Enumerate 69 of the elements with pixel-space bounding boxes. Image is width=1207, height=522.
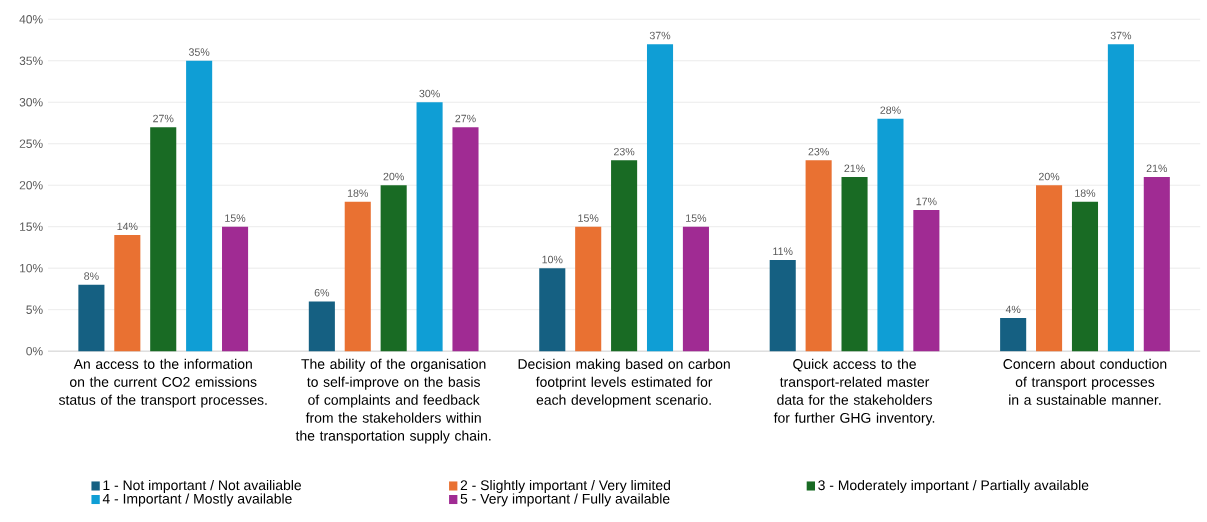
bar — [539, 268, 566, 352]
y-tick-label: 5% — [26, 305, 43, 314]
bar — [78, 284, 105, 352]
bar — [682, 226, 709, 352]
data-label: 6% — [314, 288, 330, 297]
data-label: 20% — [1038, 172, 1060, 181]
bar — [416, 102, 443, 352]
bar — [150, 127, 177, 352]
data-label: 15% — [225, 214, 246, 222]
bar — [1143, 176, 1170, 352]
x-tick-label: Quick access to the transport-related master data for the stakeholders for further GHG inventory. — [773, 358, 935, 426]
bar — [308, 301, 335, 352]
data-label: 20% — [383, 172, 404, 181]
data-label: 21% — [844, 164, 865, 172]
x-tick-label: The ability of the organisation to self-improve on the basis of complaints and feedback from the stakeholders within the transportation supply chain. — [295, 358, 491, 444]
data-label: 30% — [419, 89, 440, 98]
legend-label: 2 - Slightly important / Very limited — [460, 479, 670, 493]
bar — [646, 44, 674, 352]
data-label: 11% — [773, 247, 793, 255]
data-label: 21% — [1146, 164, 1168, 172]
y-tick-label: 25% — [19, 139, 43, 148]
data-label: 23% — [614, 147, 635, 156]
x-tick-label: Decision making based on carbon footprint levels estimated for each development scenario. — [518, 358, 730, 408]
y-tick-label: 10% — [20, 263, 43, 273]
bar — [1107, 44, 1134, 352]
data-label: 15% — [578, 214, 599, 222]
bar — [913, 210, 940, 352]
bar — [877, 118, 904, 352]
y-tick-label: 0% — [26, 346, 43, 356]
bar — [1036, 185, 1063, 352]
bar — [114, 234, 141, 352]
bar — [805, 160, 832, 352]
legend-label: 1 - Not important / Not availiable — [103, 479, 302, 493]
y-tick-label: 40% — [19, 15, 43, 24]
bar — [841, 176, 868, 352]
bar — [769, 259, 796, 352]
data-label: 15% — [686, 214, 707, 222]
bar — [575, 226, 602, 352]
y-tick-label: 30% — [19, 97, 43, 107]
bar — [222, 226, 249, 352]
legend-label: 3 - Moderately important / Partially available — [818, 479, 1089, 493]
bar — [1071, 201, 1099, 352]
bar — [611, 160, 638, 352]
legend-label: 5 - Very important / Fully available — [460, 493, 670, 507]
data-label: 35% — [188, 48, 210, 56]
data-label: 10% — [542, 255, 563, 264]
bar — [452, 127, 479, 352]
data-label: 23% — [808, 147, 829, 156]
data-label: 37% — [1110, 31, 1132, 40]
bar — [186, 60, 213, 352]
data-label: 18% — [1075, 189, 1096, 197]
data-label: 27% — [455, 114, 476, 123]
y-tick-label: 15% — [20, 222, 43, 231]
data-label: 28% — [880, 106, 901, 114]
data-label: 14% — [117, 222, 138, 231]
bar — [1000, 317, 1027, 352]
bar — [380, 185, 407, 352]
y-tick-label: 35% — [19, 56, 43, 65]
data-label: 4% — [1005, 305, 1021, 314]
bar — [344, 201, 371, 352]
data-label: 17% — [916, 197, 937, 206]
data-label: 37% — [649, 31, 671, 40]
data-label: 8% — [84, 272, 99, 280]
legend-label: 4 - Important / Mostly available — [102, 493, 292, 507]
y-tick-label: 20% — [19, 180, 43, 190]
data-label: 27% — [153, 114, 174, 123]
data-label: 18% — [347, 189, 368, 197]
x-tick-label: An access to the information on the current CO2 emissions status of the transport processes. — [58, 358, 267, 408]
x-tick-label: Concern about conduction of transport processes in a sustainable manner. — [1003, 358, 1167, 405]
